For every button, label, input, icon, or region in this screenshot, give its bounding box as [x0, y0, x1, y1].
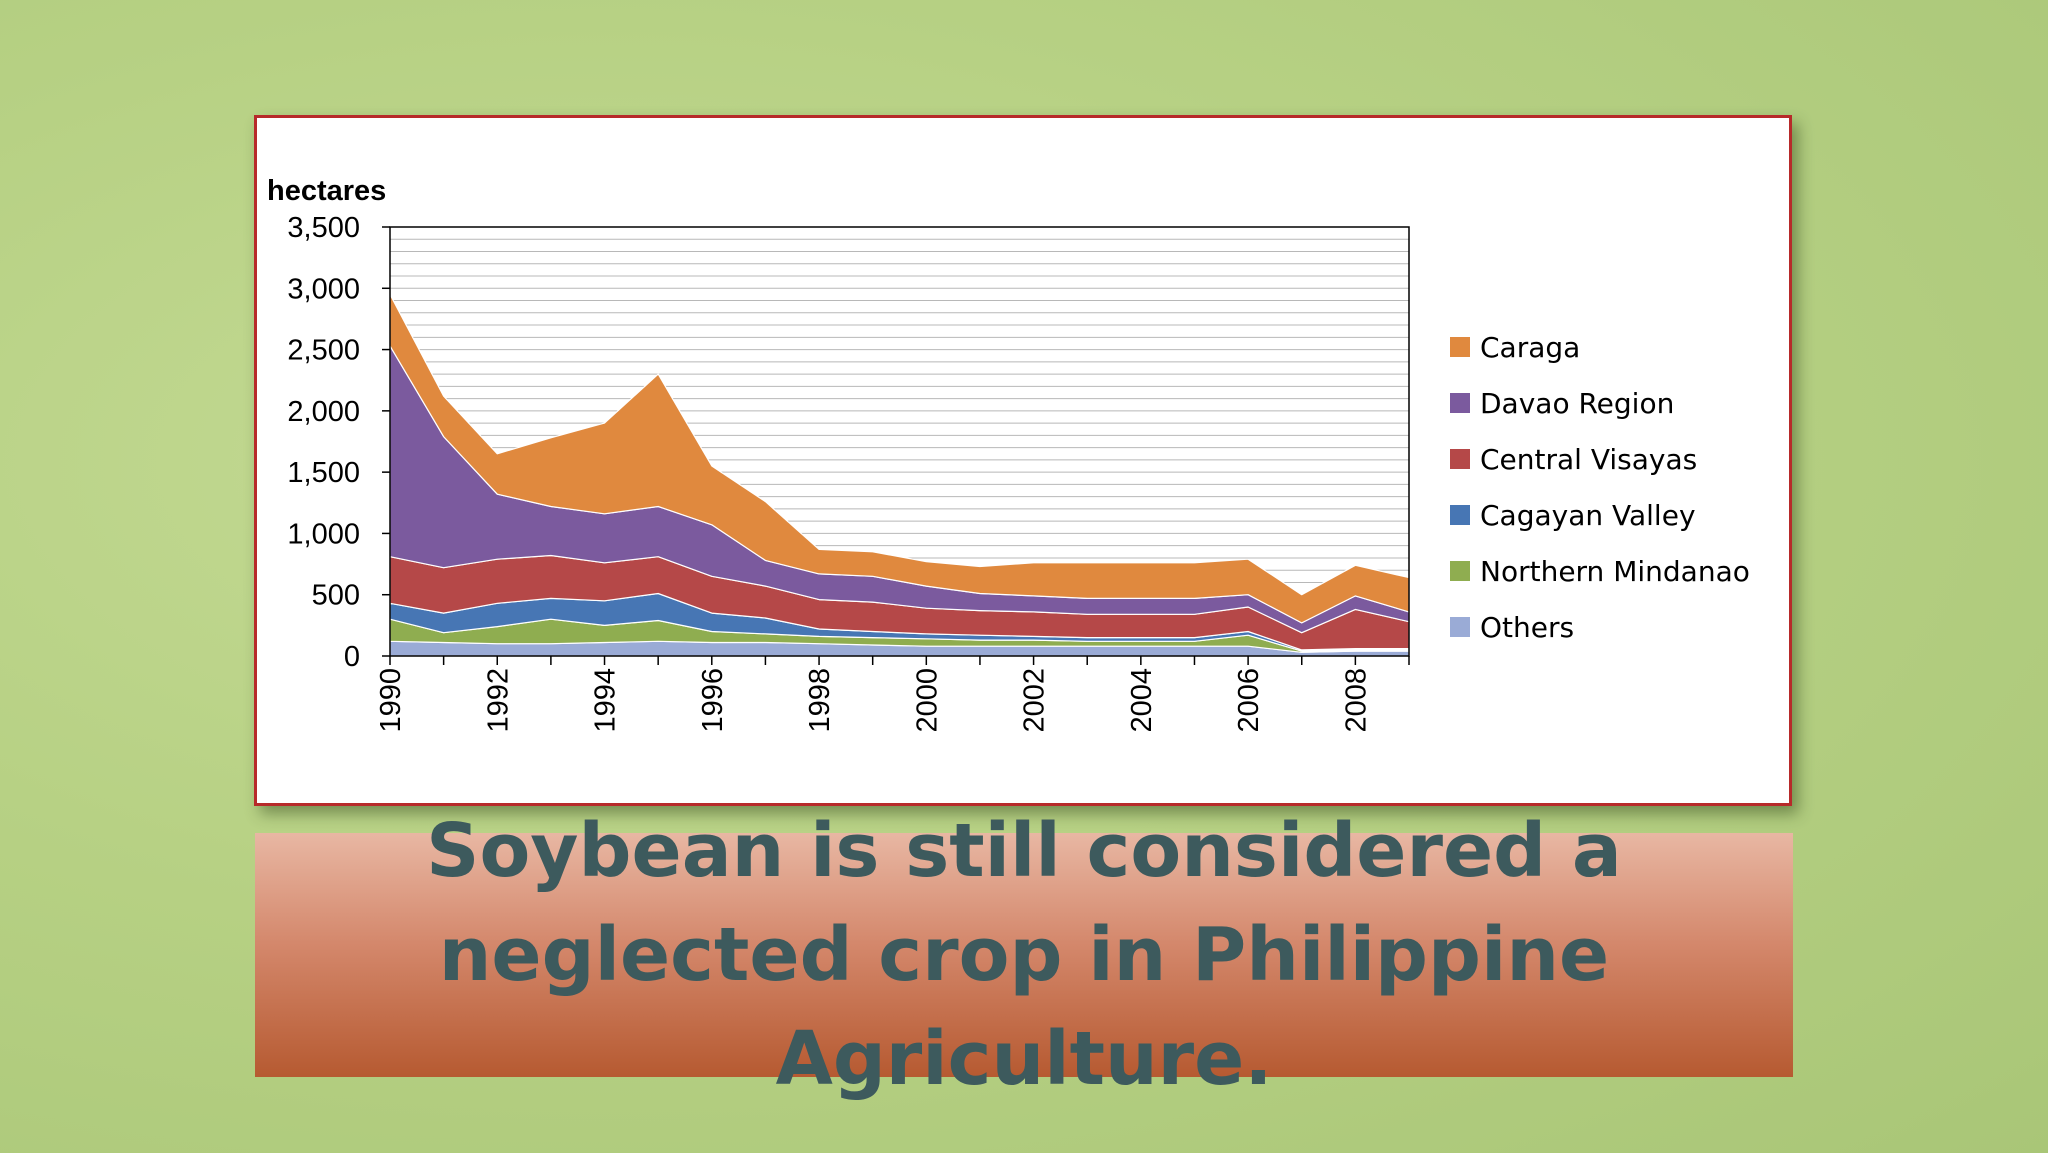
x-tick-label: 1994 — [590, 668, 622, 733]
legend-swatch — [1450, 393, 1470, 413]
y-tick-label: 1,500 — [287, 457, 360, 489]
legend-label: Others — [1480, 611, 1574, 644]
y-tick-label: 1,000 — [287, 518, 360, 550]
x-tick-label: 2002 — [1019, 668, 1051, 733]
plot-border — [389, 226, 1410, 657]
x-tick-label: 2004 — [1126, 668, 1158, 733]
x-tick-label: 1990 — [375, 668, 407, 733]
legend-swatch — [1450, 449, 1470, 469]
x-tick-label: 2006 — [1233, 668, 1265, 733]
legend-label: Central Visayas — [1480, 443, 1697, 476]
legend-swatch — [1450, 561, 1470, 581]
legend-label: Cagayan Valley — [1480, 499, 1696, 532]
caption-banner: Soybean is still considered a neglected … — [255, 808, 1793, 1102]
legend-swatch — [1450, 337, 1470, 357]
x-tick-label: 1996 — [697, 668, 729, 733]
caption-text: Soybean is still considered a neglected … — [426, 808, 1622, 1102]
legend-swatch — [1450, 617, 1470, 637]
legend-label: Davao Region — [1480, 387, 1674, 420]
y-tick-label: 0 — [344, 641, 360, 673]
x-tick-label: 2008 — [1340, 668, 1372, 733]
y-tick-label: 3,000 — [287, 273, 360, 305]
stacked-area-chart: 0 500 1,000 1,500 2,000 2,500 3,000 3,500 hectar… — [267, 175, 1750, 733]
y-tick-label: 2,500 — [287, 335, 360, 367]
x-tick-label: 1992 — [482, 668, 514, 733]
x-tick-label: 2000 — [911, 668, 943, 733]
y-axis-label: hectares — [267, 175, 386, 207]
legend-label: Northern Mindanao — [1480, 555, 1750, 588]
y-tick-label: 2,000 — [287, 396, 360, 428]
y-tick-label: 3,500 — [287, 212, 360, 244]
x-tick-label: 1998 — [804, 668, 836, 733]
legend-swatch — [1450, 505, 1470, 525]
y-tick-label: 500 — [312, 580, 360, 612]
chart-frame: 0 500 1,000 1,500 2,000 2,500 3,000 3,500 hectar… — [254, 115, 1792, 806]
legend-label: Caraga — [1480, 331, 1580, 364]
